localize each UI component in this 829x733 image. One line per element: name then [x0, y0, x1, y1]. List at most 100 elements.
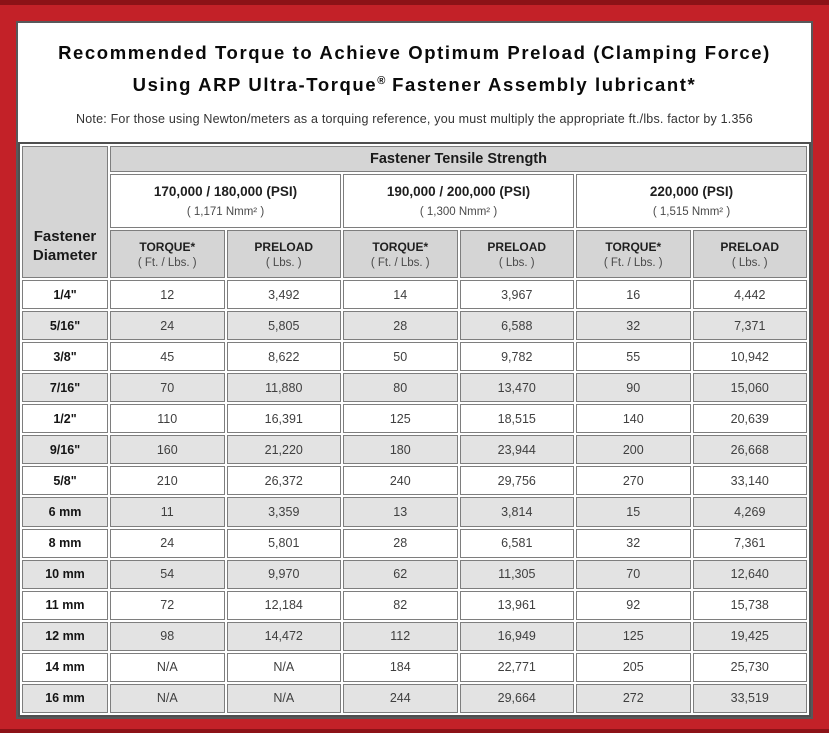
- value-cell: 24: [110, 528, 225, 558]
- value-cell: 21,220: [226, 435, 341, 465]
- torque-table: Fastener Diameter Fastener Tensile Stren…: [18, 142, 811, 717]
- value-cell: 80: [343, 373, 458, 403]
- value-cell: 184: [343, 652, 458, 682]
- value-cell: 3,967: [459, 280, 574, 310]
- value-cell: 14: [343, 280, 458, 310]
- preload-header-3: PRELOAD ( Lbs. ): [692, 230, 807, 279]
- value-cell: 62: [343, 559, 458, 589]
- torque-header-1: TORQUE* ( Ft. / Lbs. ): [110, 230, 225, 279]
- fastener-diameter-cell: 10 mm: [22, 559, 108, 589]
- value-cell: 29,756: [459, 466, 574, 496]
- tensile-strength-row: Fastener Diameter Fastener Tensile Stren…: [22, 146, 807, 279]
- value-cell: 6,588: [459, 311, 574, 341]
- value-cell: 29,664: [459, 683, 574, 713]
- table-row: 5/16" 24 5,805 28 6,588 32 7,371: [22, 311, 807, 341]
- value-cell: 112: [343, 621, 458, 651]
- value-cell: 4,269: [692, 497, 807, 527]
- fastener-diameter-cell: 16 mm: [22, 683, 108, 713]
- table-row: 16 mm N/A N/A 244 29,664 272 33,519: [22, 683, 807, 713]
- value-cell: 33,140: [692, 466, 807, 496]
- value-cell: 70: [576, 559, 691, 589]
- value-cell: 3,814: [459, 497, 574, 527]
- table-row: 1/4" 12 3,492 14 3,967 16 4,442: [22, 280, 807, 310]
- torque-header-2: TORQUE* ( Ft. / Lbs. ): [343, 230, 458, 279]
- table-header: Fastener Diameter Fastener Tensile Stren…: [22, 146, 807, 279]
- value-cell: 12,640: [692, 559, 807, 589]
- value-cell: 13: [343, 497, 458, 527]
- psi-group-220: 220,000 (PSI) ( 1,515 Nmm² ): [576, 174, 807, 229]
- value-cell: 5,805: [226, 311, 341, 341]
- value-cell: 8,622: [226, 342, 341, 372]
- torque-label: TORQUE*: [139, 239, 196, 254]
- value-cell: 4,442: [692, 280, 807, 310]
- fastener-diameter-cell: 1/4": [22, 280, 108, 310]
- title-line-2-text: Using ARP Ultra-Torque: [132, 74, 378, 96]
- table-row: 12 mm 98 14,472 112 16,949 125 19,425: [22, 621, 807, 651]
- table-row: 5/8" 210 26,372 240 29,756 270 33,140: [22, 466, 807, 496]
- table-row: 9/16" 160 21,220 180 23,944 200 26,668: [22, 435, 807, 465]
- preload-header-1: PRELOAD ( Lbs. ): [226, 230, 341, 279]
- torque-label: TORQUE*: [372, 239, 429, 254]
- value-cell: 18,515: [459, 404, 574, 434]
- table-row: 10 mm 54 9,970 62 11,305 70 12,640: [22, 559, 807, 589]
- value-cell: 3,359: [226, 497, 341, 527]
- value-cell: 5,801: [226, 528, 341, 558]
- value-cell: 11: [110, 497, 225, 527]
- fastener-diameter-cell: 9/16": [22, 435, 108, 465]
- fastener-diameter-cell: 8 mm: [22, 528, 108, 558]
- value-cell: N/A: [110, 652, 225, 682]
- psi-value: 220,000 (PSI): [649, 184, 734, 200]
- tensile-strength-header: Fastener Tensile Strength: [110, 146, 807, 173]
- nmm-value: ( 1,171 Nmm² ): [186, 206, 265, 219]
- value-cell: 72: [110, 590, 225, 620]
- fastener-diameter-cell: 5/8": [22, 466, 108, 496]
- torque-header-3: TORQUE* ( Ft. / Lbs. ): [576, 230, 691, 279]
- value-cell: 125: [576, 621, 691, 651]
- table-row: 14 mm N/A N/A 184 22,771 205 25,730: [22, 652, 807, 682]
- psi-value: 190,000 / 200,000 (PSI): [386, 184, 531, 200]
- value-cell: 98: [110, 621, 225, 651]
- value-cell: 82: [343, 590, 458, 620]
- psi-group-190: 190,000 / 200,000 (PSI) ( 1,300 Nmm² ): [343, 174, 574, 229]
- value-cell: 28: [343, 311, 458, 341]
- preload-label: PRELOAD: [720, 239, 780, 254]
- preload-unit: ( Lbs. ): [498, 256, 535, 269]
- note-text: Note: For those using Newton/meters as a…: [76, 112, 753, 127]
- fastener-diameter-cell: 3/8": [22, 342, 108, 372]
- title-line-2-tail: Fastener Assembly lubricant*: [385, 74, 697, 96]
- value-cell: 12: [110, 280, 225, 310]
- value-cell: 11,305: [459, 559, 574, 589]
- value-cell: N/A: [226, 652, 341, 682]
- value-cell: 244: [343, 683, 458, 713]
- value-cell: 54: [110, 559, 225, 589]
- preload-unit: ( Lbs. ): [265, 256, 302, 269]
- value-cell: 50: [343, 342, 458, 372]
- value-cell: 15,060: [692, 373, 807, 403]
- torque-unit: ( Ft. / Lbs. ): [603, 256, 663, 269]
- value-cell: 110: [110, 404, 225, 434]
- table-row: 7/16" 70 11,880 80 13,470 90 15,060: [22, 373, 807, 403]
- value-cell: 7,371: [692, 311, 807, 341]
- value-cell: 92: [576, 590, 691, 620]
- fastener-diameter-cell: 1/2": [22, 404, 108, 434]
- value-cell: 7,361: [692, 528, 807, 558]
- value-cell: 180: [343, 435, 458, 465]
- value-cell: 9,970: [226, 559, 341, 589]
- value-cell: 28: [343, 528, 458, 558]
- value-cell: 90: [576, 373, 691, 403]
- value-cell: 55: [576, 342, 691, 372]
- fastener-diameter-cell: 14 mm: [22, 652, 108, 682]
- value-cell: 25,730: [692, 652, 807, 682]
- fastener-diameter-cell: 7/16": [22, 373, 108, 403]
- value-cell: 16: [576, 280, 691, 310]
- value-cell: 26,372: [226, 466, 341, 496]
- value-cell: 16,949: [459, 621, 574, 651]
- torque-label: TORQUE*: [605, 239, 662, 254]
- nmm-value: ( 1,515 Nmm² ): [652, 206, 731, 219]
- value-cell: 14,472: [226, 621, 341, 651]
- page-title: Recommended Torque to Achieve Optimum Pr…: [18, 23, 811, 99]
- value-cell: 3,492: [226, 280, 341, 310]
- registered-trademark-symbol: ®: [377, 75, 386, 87]
- value-cell: 9,782: [459, 342, 574, 372]
